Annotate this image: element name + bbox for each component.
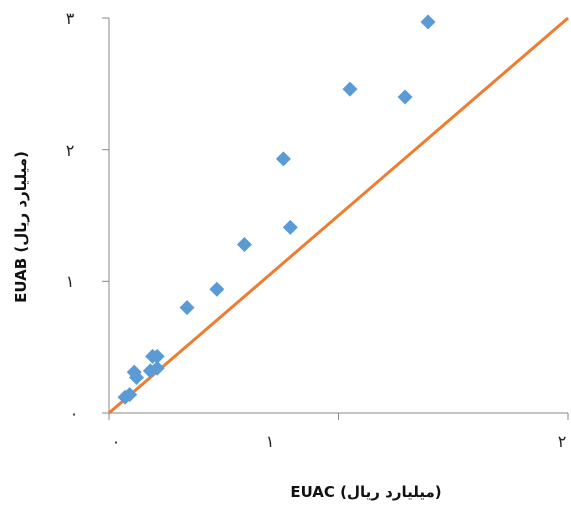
data-point <box>275 151 291 167</box>
points-layer <box>117 14 436 405</box>
x-axis-title: EUAC (میلیارد ریال) <box>290 483 441 501</box>
x-tick-label: ۲ <box>558 432 567 451</box>
y-tick-label: ۱ <box>66 272 75 291</box>
data-point <box>420 14 436 30</box>
y-tick-label: ۲ <box>66 141 75 160</box>
x-axis-ticks: ۰ ۱ ۲ <box>108 413 569 451</box>
y-axis-ticks: ۰ ۱ ۲ ۳ <box>66 9 109 423</box>
data-point <box>129 369 145 385</box>
data-point <box>397 89 413 105</box>
reference-line <box>108 16 569 415</box>
y-tick-label: ۰ <box>70 404 79 423</box>
data-point <box>282 219 298 235</box>
data-point <box>209 281 225 297</box>
data-point <box>149 348 165 364</box>
data-point <box>179 300 195 316</box>
x-tick-label: ۰ <box>112 432 121 451</box>
data-point <box>342 81 358 97</box>
x-tick-label: ۱ <box>266 432 275 451</box>
line-layer <box>108 16 569 415</box>
data-point <box>122 387 138 403</box>
y-tick-label: ۳ <box>66 9 75 28</box>
data-point <box>236 236 252 252</box>
y-axis-title: EUAB (میلیارد ریال) <box>12 151 30 303</box>
data-point <box>149 360 165 376</box>
